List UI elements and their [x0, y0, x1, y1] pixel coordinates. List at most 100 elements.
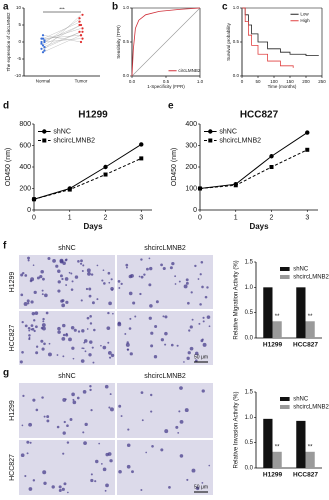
marker — [103, 164, 108, 170]
x-tick-label: 0 — [241, 79, 244, 84]
cell — [140, 489, 143, 491]
cell — [72, 400, 77, 405]
cell — [106, 326, 111, 331]
cell — [160, 448, 164, 452]
cell — [90, 409, 93, 412]
cell — [42, 277, 45, 281]
cell — [126, 464, 131, 469]
cell — [195, 486, 200, 491]
y-axis-label: Survival probability — [226, 22, 231, 61]
cell — [36, 276, 40, 280]
y-tick-label: 400 — [185, 121, 197, 128]
cell — [140, 391, 144, 394]
cell — [102, 269, 105, 272]
panel-label: f — [3, 241, 7, 252]
cell — [83, 341, 86, 344]
cell — [41, 347, 45, 351]
cell — [179, 454, 184, 458]
point — [40, 47, 43, 50]
cell — [110, 278, 113, 281]
cell — [191, 318, 194, 321]
cell — [26, 299, 30, 303]
legend-label: shcircLMNB2 — [53, 137, 95, 144]
cell — [105, 452, 109, 457]
cell — [48, 342, 51, 345]
cell — [70, 325, 75, 330]
cell — [59, 274, 63, 278]
cell — [188, 329, 191, 332]
legend-label: circLMNB2 — [178, 68, 201, 73]
cell — [35, 351, 39, 355]
cell — [22, 394, 25, 397]
legend-swatch — [280, 405, 290, 409]
cell — [164, 331, 168, 336]
cell — [194, 264, 197, 268]
pair-line — [42, 35, 82, 39]
cell — [177, 431, 180, 434]
x-axis-label: Days — [249, 222, 269, 231]
legend-marker — [42, 129, 47, 134]
cell — [95, 459, 99, 464]
cell — [150, 393, 153, 397]
bar — [272, 451, 282, 468]
cell — [126, 443, 131, 448]
cell — [92, 361, 95, 364]
cell — [89, 315, 92, 318]
y-tick-label: 0.0 — [245, 466, 254, 472]
cell — [28, 422, 33, 427]
micrograph — [117, 255, 213, 309]
cell — [24, 274, 28, 277]
cell — [118, 469, 122, 474]
cell — [33, 319, 36, 322]
chart-title: H1299 — [78, 110, 108, 121]
y-tick-label: 0.5 — [123, 39, 130, 44]
cell — [35, 345, 39, 348]
x-tick-label: 1 — [234, 214, 238, 221]
cell — [129, 317, 132, 320]
cell — [88, 353, 92, 357]
legend-swatch — [280, 397, 290, 401]
cell — [100, 344, 102, 347]
cell — [57, 289, 61, 293]
cell — [199, 303, 202, 306]
x-tick-label: 1 — [68, 214, 72, 221]
cell — [187, 351, 191, 355]
column-label: shcircLMNB2 — [144, 373, 186, 380]
x-tick-label: 50 — [255, 79, 261, 84]
marker — [139, 156, 144, 161]
cell — [178, 280, 181, 283]
legend-label: Low — [300, 11, 309, 16]
cell — [94, 480, 97, 483]
cell — [39, 275, 43, 279]
point — [78, 30, 81, 33]
legend-marker — [208, 129, 213, 134]
cell — [81, 347, 84, 350]
cell — [183, 284, 188, 289]
cell — [206, 315, 211, 319]
cell — [109, 459, 113, 463]
y-tick-label: 1.0 — [233, 5, 240, 10]
cell — [76, 396, 80, 400]
cell — [164, 343, 167, 346]
cell — [96, 298, 99, 301]
point — [41, 44, 45, 47]
cell — [90, 273, 94, 276]
cell — [21, 271, 25, 275]
cell — [179, 419, 184, 424]
bar — [263, 287, 273, 338]
cell — [140, 275, 144, 279]
y-tick-label: 0.0 — [123, 73, 130, 78]
cell — [24, 324, 28, 328]
cell — [127, 428, 130, 431]
cell — [32, 264, 35, 267]
point — [40, 42, 43, 45]
cell — [148, 283, 152, 287]
scale-bar-label: 50 μm — [194, 354, 208, 360]
cell — [189, 325, 193, 329]
cell — [162, 266, 166, 271]
cell — [41, 396, 44, 399]
x-tick-label: HCC827 — [293, 472, 318, 479]
y-tick-label: 0.5 — [245, 440, 254, 446]
cell — [189, 346, 194, 351]
cell — [130, 273, 134, 278]
